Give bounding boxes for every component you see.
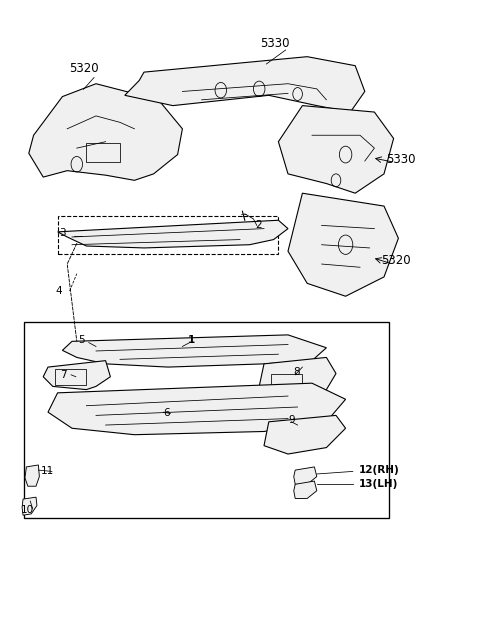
Text: 12(RH): 12(RH) bbox=[359, 465, 400, 475]
Text: 7: 7 bbox=[60, 370, 67, 380]
Polygon shape bbox=[294, 467, 317, 484]
Bar bbox=[24, 322, 389, 518]
Polygon shape bbox=[22, 497, 37, 515]
Bar bbox=[55, 369, 86, 385]
Polygon shape bbox=[43, 361, 110, 390]
Text: 5330: 5330 bbox=[386, 153, 416, 166]
Text: 8: 8 bbox=[293, 367, 300, 377]
Text: 2: 2 bbox=[255, 220, 262, 231]
Polygon shape bbox=[25, 465, 39, 486]
Polygon shape bbox=[278, 106, 394, 193]
Text: 1: 1 bbox=[187, 335, 195, 345]
Text: 9: 9 bbox=[288, 415, 295, 425]
Polygon shape bbox=[62, 335, 326, 367]
Text: 5330: 5330 bbox=[260, 37, 289, 50]
Polygon shape bbox=[48, 383, 346, 435]
Text: 3: 3 bbox=[59, 228, 66, 238]
Text: 13(LH): 13(LH) bbox=[359, 479, 398, 489]
Polygon shape bbox=[259, 357, 336, 396]
Text: 6: 6 bbox=[164, 408, 170, 419]
Polygon shape bbox=[294, 481, 317, 498]
Text: 11: 11 bbox=[40, 466, 54, 477]
Polygon shape bbox=[288, 193, 398, 296]
Polygon shape bbox=[264, 415, 346, 454]
Text: 5320: 5320 bbox=[381, 254, 411, 267]
Bar bbox=[271, 374, 302, 390]
Polygon shape bbox=[125, 57, 365, 112]
Polygon shape bbox=[58, 220, 288, 248]
Text: 4: 4 bbox=[55, 286, 62, 296]
Text: 5320: 5320 bbox=[69, 62, 99, 75]
Polygon shape bbox=[29, 84, 182, 180]
Text: 10: 10 bbox=[21, 505, 35, 515]
Text: 5: 5 bbox=[78, 335, 85, 345]
